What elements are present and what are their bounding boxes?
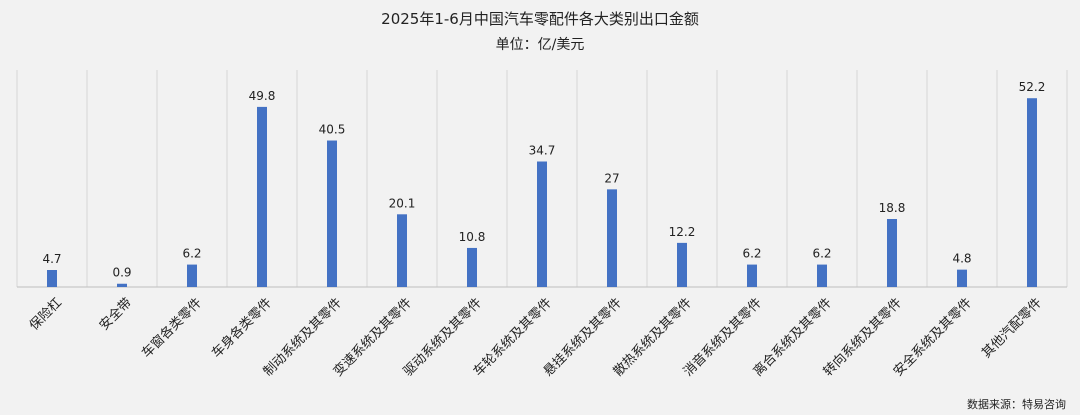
chart-title: 2025年1-6月中国汽车零配件各大类别出口金额 [381, 10, 699, 28]
bar [887, 219, 897, 287]
data-label: 6.2 [812, 247, 831, 261]
chart-source: 数据来源：特易咨询 [967, 398, 1066, 411]
bar [397, 214, 407, 287]
x-tick-label: 安全带 [96, 295, 135, 334]
bar [747, 264, 757, 287]
data-label: 0.9 [112, 266, 131, 280]
data-label: 27 [604, 171, 619, 185]
data-label: 6.2 [182, 247, 201, 261]
data-label: 40.5 [319, 123, 346, 137]
bar [957, 269, 967, 287]
bar [47, 270, 57, 287]
bar [1027, 98, 1037, 288]
x-tick-label: 保险杠 [26, 295, 65, 334]
data-label: 12.2 [669, 225, 696, 239]
data-label: 49.8 [249, 89, 276, 103]
bar [537, 161, 547, 287]
x-tick-label: 车身各类零件 [209, 295, 275, 361]
data-label: 6.2 [742, 247, 761, 261]
data-label: 34.7 [529, 144, 556, 158]
bar [467, 247, 477, 287]
data-label: 4.8 [952, 252, 971, 266]
bar [187, 264, 197, 287]
bar [257, 106, 267, 287]
data-label: 20.1 [389, 196, 416, 210]
data-label: 4.7 [42, 252, 61, 266]
data-label: 52.2 [1019, 80, 1046, 94]
bar [117, 283, 127, 287]
bar [607, 189, 617, 287]
bar [817, 264, 827, 287]
x-tick-label: 车窗各类零件 [139, 295, 205, 361]
x-tick-label: 其他汽配零件 [979, 295, 1045, 361]
data-label: 10.8 [459, 230, 486, 244]
bar [327, 140, 337, 287]
data-label: 18.8 [879, 201, 906, 215]
bar [677, 242, 687, 287]
chart-subtitle: 单位：亿/美元 [495, 37, 585, 53]
